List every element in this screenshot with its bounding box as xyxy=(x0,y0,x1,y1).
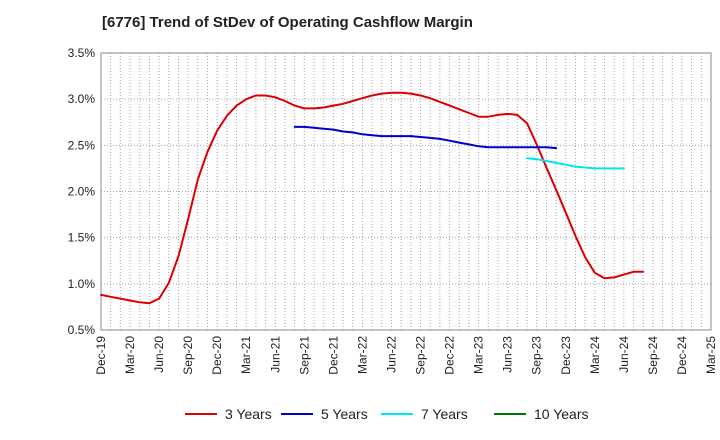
chart-title: [6776] Trend of StDev of Operating Cashf… xyxy=(102,14,473,31)
x-tick-label: Sep-23 xyxy=(530,336,544,375)
x-tick-label: Mar-25 xyxy=(704,336,718,374)
x-tick-label: Sep-22 xyxy=(414,336,428,375)
legend-label-5-years: 5 Years xyxy=(321,406,368,422)
x-tick-label: Mar-23 xyxy=(472,336,486,374)
y-tick-label: 1.5% xyxy=(68,231,96,245)
y-tick-label: 1.0% xyxy=(68,277,96,291)
y-tick-label: 2.0% xyxy=(68,185,96,199)
x-tick-label: Jun-24 xyxy=(617,336,631,373)
x-tick-label: Mar-20 xyxy=(123,336,137,374)
plot-background xyxy=(101,53,711,330)
y-tick-label: 3.5% xyxy=(68,46,96,60)
series-line-3-years xyxy=(100,91,645,305)
x-tick-label: Jun-20 xyxy=(152,336,166,373)
plot-frame xyxy=(100,52,712,331)
x-tick-label: Jun-22 xyxy=(384,336,398,373)
y-tick-label: 0.5% xyxy=(68,323,96,337)
x-tick-label: Dec-22 xyxy=(443,336,457,375)
x-tick-label: Mar-24 xyxy=(588,336,602,374)
x-tick-label: Sep-20 xyxy=(181,336,195,375)
series-line-5-years xyxy=(293,125,558,150)
legend: 3 Years 5 Years 7 Years 10 Years xyxy=(185,406,589,422)
series-line-7-years xyxy=(526,157,625,170)
legend-label-10-years: 10 Years xyxy=(534,406,589,422)
x-axis-ticks: Dec-19 Mar-20 Jun-20 Sep-20 Dec-20 Mar-21 Jun-… xyxy=(94,336,718,375)
x-tick-label: Mar-22 xyxy=(355,336,369,374)
x-tick-label: Jun-21 xyxy=(268,336,282,373)
series-layer xyxy=(100,91,645,305)
x-tick-label: Mar-21 xyxy=(239,336,253,374)
x-tick-label: Dec-20 xyxy=(210,336,224,375)
x-tick-label: Dec-19 xyxy=(94,336,108,375)
x-tick-label: Dec-23 xyxy=(559,336,573,375)
y-axis-ticks: 0.5% 1.0% 1.5% 2.0% 2.5% 3.0% 3.5% xyxy=(68,46,96,337)
y-tick-label: 2.5% xyxy=(68,138,96,152)
x-tick-label: Sep-24 xyxy=(646,336,660,375)
x-tick-label: Sep-21 xyxy=(297,336,311,375)
grid-layer xyxy=(101,53,711,330)
x-tick-label: Jun-23 xyxy=(501,336,515,373)
legend-label-7-years: 7 Years xyxy=(421,406,468,422)
legend-label-3-years: 3 Years xyxy=(225,406,272,422)
x-tick-label: Dec-21 xyxy=(326,336,340,375)
y-tick-label: 3.0% xyxy=(68,92,96,106)
x-tick-label: Dec-24 xyxy=(675,336,689,375)
